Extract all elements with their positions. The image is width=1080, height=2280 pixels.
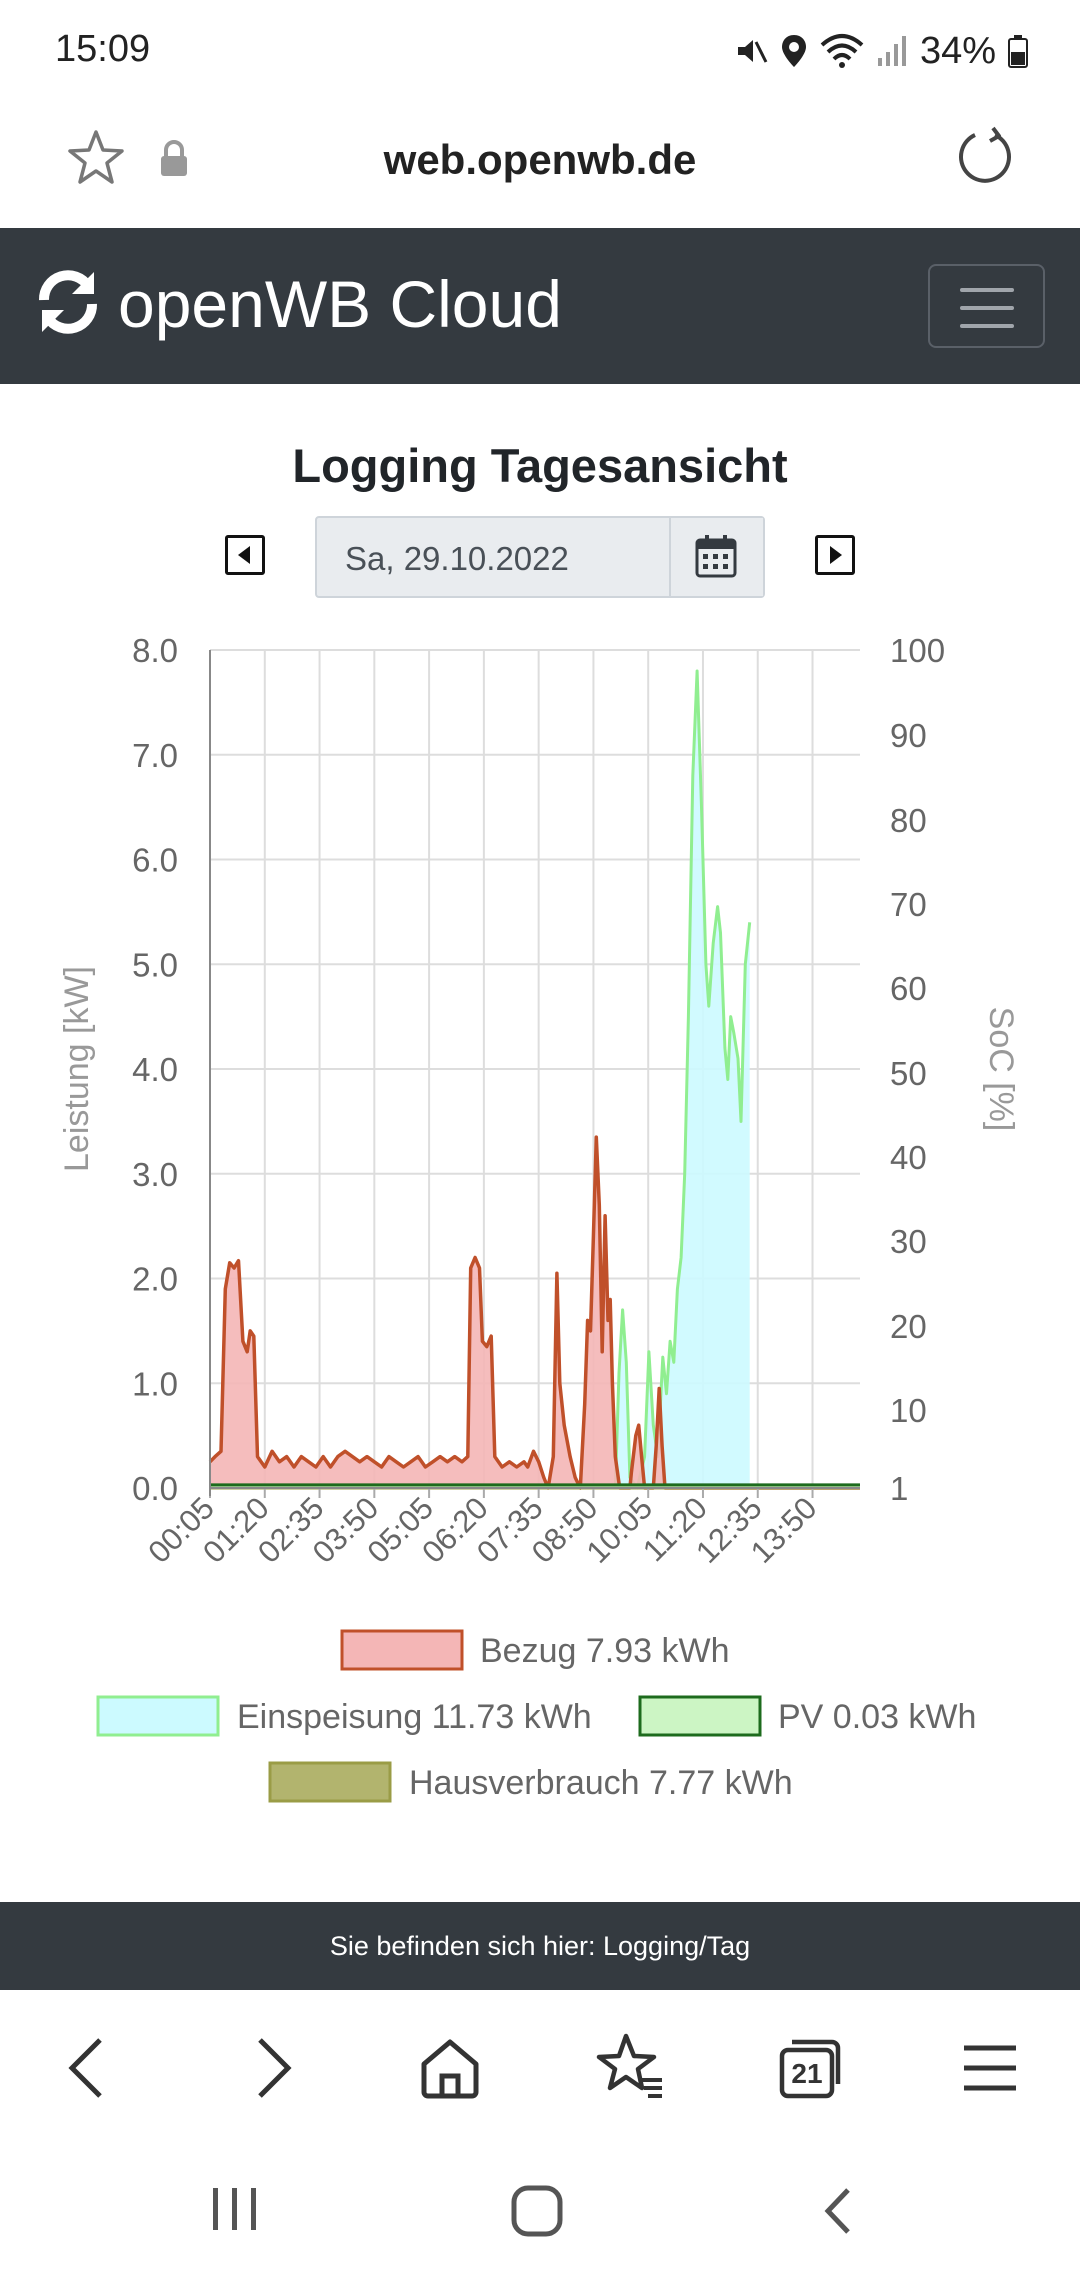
wifi-icon	[820, 34, 864, 68]
chart-grid	[209, 649, 860, 1489]
y-tick-label: 6.0	[132, 842, 178, 879]
back-icon[interactable]	[48, 2028, 128, 2108]
url-text[interactable]: web.openwb.de	[383, 136, 697, 183]
y-axis-title: Leistung [kW]	[58, 966, 96, 1172]
status-time: 15:09	[55, 28, 151, 70]
bookmarks-icon[interactable]	[590, 2028, 670, 2108]
page-title: Logging Tagesansicht	[292, 439, 788, 492]
battery-icon	[1008, 35, 1028, 68]
y2-tick-label: 100	[890, 632, 945, 669]
y-tick-label: 4.0	[132, 1051, 178, 1088]
legend-swatch-pv	[638, 1695, 762, 1737]
hamburger-icon	[960, 288, 1014, 292]
y-tick-label: 8.0	[132, 632, 178, 669]
recent-apps-icon[interactable]	[205, 2184, 265, 2234]
legend-label-einspeisung: Einspeisung 11.73 kWh	[237, 1698, 592, 1736]
legend-label-bezug: Bezug 7.93 kWh	[480, 1632, 729, 1670]
tabs-button[interactable]: 21	[770, 2028, 850, 2108]
home-icon[interactable]	[410, 2028, 490, 2108]
power-chart: 0.0 1.0 2.0 3.0 4.0 5.0 6.0 7.0 8.0 1 10 20 30 40 50 60…	[58, 632, 1020, 1803]
system-back-icon[interactable]	[812, 2184, 866, 2238]
y2-tick-label: 70	[890, 886, 927, 923]
calendar-icon	[695, 535, 737, 578]
date-input[interactable]: Sa, 29.10.2022	[315, 516, 765, 598]
y2-tick-label: 20	[890, 1308, 927, 1345]
lock-icon[interactable]	[158, 138, 190, 178]
status-icons: 34%	[734, 26, 1028, 76]
caret-left-icon	[238, 546, 250, 564]
menu-toggle-button[interactable]	[928, 264, 1045, 348]
browser-bottom-nav: 21	[0, 1990, 1080, 2140]
legend-label-pv: PV 0.03 kWh	[778, 1698, 976, 1736]
next-day-button[interactable]	[815, 535, 855, 575]
system-nav-bar	[0, 2140, 1080, 2280]
chart-legend: Bezug 7.93 kWh Einspeisung 11.73 kWh PV 0.…	[96, 1629, 976, 1803]
home-button-icon[interactable]	[510, 2184, 564, 2238]
tab-count: 21	[791, 2058, 823, 2089]
signal-icon	[877, 36, 906, 66]
y-tick-label: 1.0	[132, 1365, 178, 1402]
brand-name[interactable]: openWB Cloud	[118, 267, 562, 341]
reload-icon[interactable]	[955, 126, 1015, 186]
breadcrumb-footer: Sie befinden sich hier: Logging/Tag	[0, 1902, 1080, 1990]
legend-swatch-einspeisung	[96, 1695, 220, 1737]
y2-tick-label: 60	[890, 970, 927, 1007]
y2-tick-label: 90	[890, 717, 927, 754]
previous-day-button[interactable]	[225, 535, 265, 575]
y2-tick-label: 40	[890, 1139, 927, 1176]
forward-icon[interactable]	[232, 2028, 312, 2108]
series-area-bezug	[210, 1137, 860, 1488]
y-tick-label: 0.0	[132, 1470, 178, 1507]
status-bar: 15:09 34%	[0, 0, 1080, 100]
date-value: Sa, 29.10.2022	[345, 540, 569, 577]
y-tick-label: 2.0	[132, 1261, 178, 1298]
calendar-button[interactable]	[669, 518, 763, 596]
y-tick-label: 5.0	[132, 946, 178, 983]
legend-swatch-haus	[268, 1761, 392, 1803]
menu-icon[interactable]	[950, 2028, 1030, 2108]
y2-tick-label: 50	[890, 1055, 927, 1092]
caret-right-icon	[830, 546, 842, 564]
y2-tick-label: 1	[890, 1470, 908, 1507]
legend-swatch-bezug	[340, 1629, 464, 1671]
url-bar: web.openwb.de	[0, 100, 1080, 228]
y2-axis-title: SoC [%]	[982, 1007, 1020, 1132]
y-tick-label: 7.0	[132, 737, 178, 774]
battery-percent: 34%	[919, 29, 996, 72]
mute-icon	[737, 40, 768, 63]
sync-logo-icon[interactable]	[32, 266, 104, 338]
y2-tick-label: 80	[890, 802, 927, 839]
y-tick-label: 3.0	[132, 1156, 178, 1193]
series-line-bezug	[208, 1135, 860, 1490]
series-area-einspeisung	[210, 671, 750, 1488]
y2-tick-label: 30	[890, 1223, 927, 1260]
tabs-icon	[779, 2039, 841, 2099]
bookmark-star-icon[interactable]	[66, 128, 126, 188]
location-icon	[781, 35, 806, 67]
legend-label-haus: Hausverbrauch 7.77 kWh	[409, 1764, 793, 1802]
navbar: openWB Cloud	[0, 228, 1080, 384]
y2-tick-label: 10	[890, 1392, 927, 1429]
chart-series	[208, 669, 860, 1490]
